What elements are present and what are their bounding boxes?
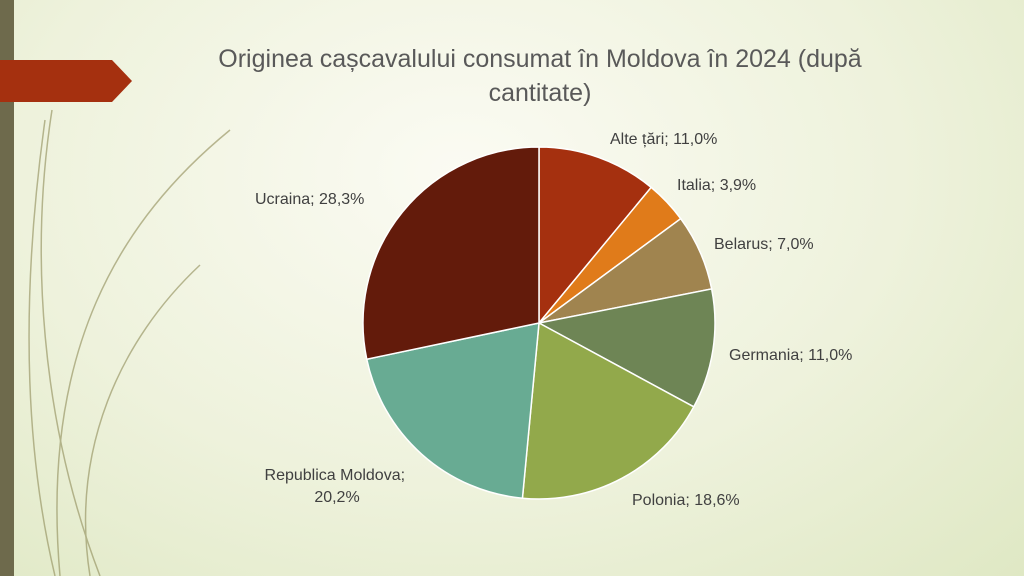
pie-slice <box>538 146 653 326</box>
label-value: 11,0% <box>808 347 852 364</box>
data-label: Republica Moldova; 20,2% <box>265 467 410 506</box>
side-bar <box>0 0 14 576</box>
label-separator: ; <box>664 131 673 148</box>
data-label: Italia; 3,9% <box>677 177 756 194</box>
data-label: Germania; 11,0% <box>729 347 852 364</box>
label-separator: ; <box>799 347 808 364</box>
label-value: 28,3% <box>319 191 364 208</box>
label-separator: ; <box>685 492 694 509</box>
label-category: Alte țări <box>610 131 664 148</box>
label-category: Germania <box>729 347 799 364</box>
label-separator: ; <box>310 191 319 208</box>
label-separator: ; <box>768 236 777 253</box>
label-category: Ucraina <box>255 191 310 208</box>
label-value: 3,9% <box>720 177 756 194</box>
label-separator: ; <box>711 177 720 194</box>
label-category: Polonia <box>632 492 685 509</box>
label-value: 11,0% <box>673 131 717 148</box>
pie: Alte țări; 11,0% Italia; 3,9% Belarus; 7,0… <box>255 131 852 509</box>
pie-slice <box>365 322 540 500</box>
label-value: 20,2% <box>314 489 359 506</box>
title-arrow <box>0 60 132 102</box>
label-separator: ; <box>401 467 410 484</box>
pie-slice <box>536 288 716 408</box>
label-value: 18,6% <box>694 492 739 509</box>
label-value: 7,0% <box>777 236 813 253</box>
label-category: Italia <box>677 177 711 194</box>
pie-slice <box>362 146 540 361</box>
data-label: Belarus; 7,0% <box>714 236 814 253</box>
label-category: Republica Moldova <box>265 467 401 484</box>
chart-title: Originea cașcavalului consumat în Moldov… <box>218 45 862 107</box>
data-label: Polonia; 18,6% <box>632 492 740 509</box>
pie-slice <box>521 321 695 500</box>
label-category: Belarus <box>714 236 768 253</box>
data-label: Ucraina; 28,3% <box>255 191 364 208</box>
data-label: Alte țări; 11,0% <box>610 131 717 148</box>
decor-curves <box>28 109 231 576</box>
